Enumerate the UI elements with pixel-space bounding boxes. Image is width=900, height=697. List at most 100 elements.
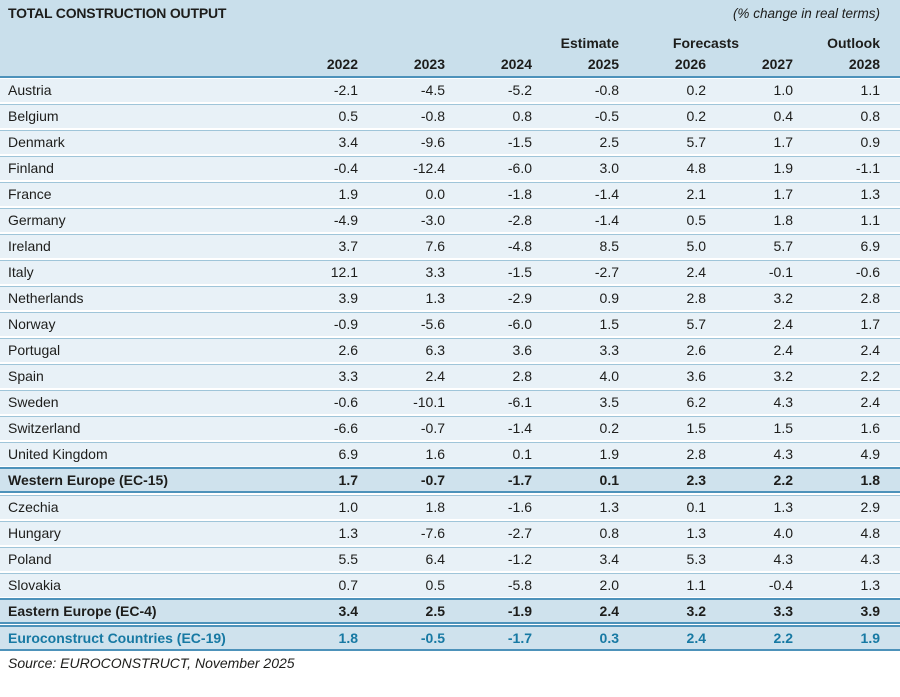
cell-value: 5.5 [338, 551, 358, 567]
cell-value: 4.8 [860, 525, 880, 541]
year-header-2022: 2022 [326, 55, 358, 72]
cell-value: 1.9 [599, 446, 619, 462]
cell-value: 1.3 [860, 186, 880, 202]
table-row: Finland -0.4 -12.4 -6.0 3.0 4.8 1.9 -1.1 [0, 156, 900, 180]
cell-value: 1.8 [425, 499, 445, 515]
table-row: Sweden -0.6 -10.1 -6.1 3.5 6.2 4.3 2.4 [0, 390, 900, 414]
cell-value: -0.5 [594, 108, 619, 124]
year-header-row: 2022 2023 2024 2025 2026 2027 2028 [8, 51, 880, 76]
cell-value: 5.7 [773, 238, 793, 254]
table-row: Spain 3.3 2.4 2.8 4.0 3.6 3.2 2.2 [0, 364, 900, 388]
cell-value: 2.2 [860, 368, 880, 384]
cell-value: 3.3 [773, 603, 793, 619]
cell-value: 1.6 [425, 446, 445, 462]
table-row: Denmark 3.4 -9.6 -1.5 2.5 5.7 1.7 0.9 [0, 130, 900, 154]
cell-value: 1.6 [860, 420, 880, 436]
cell-value: 2.5 [599, 134, 619, 150]
table-row: Western Europe (EC-15) 1.7 -0.7 -1.7 0.1… [0, 467, 900, 493]
cell-value: -1.6 [507, 499, 532, 515]
cell-value: 1.9 [338, 186, 358, 202]
cell-value: 1.7 [338, 472, 358, 488]
cell-value: 2.9 [860, 499, 880, 515]
cell-value: 2.4 [860, 342, 880, 358]
cell-value: 3.4 [599, 551, 619, 567]
table-row: Ireland 3.7 7.6 -4.8 8.5 5.0 5.7 6.9 [0, 234, 900, 258]
cell-value: 0.2 [686, 82, 706, 98]
cell-value: -0.7 [420, 420, 445, 436]
cell-value: 2.6 [338, 342, 358, 358]
cell-value: 1.7 [773, 186, 793, 202]
table-header: TOTAL CONSTRUCTION OUTPUT (% change in r… [0, 0, 900, 78]
cell-value: 2.4 [599, 603, 619, 619]
row-label: Switzerland [8, 420, 81, 436]
cell-value: 2.6 [686, 342, 706, 358]
cell-value: -2.1 [333, 82, 358, 98]
cell-value: -0.9 [333, 316, 358, 332]
cell-value: -1.5 [507, 264, 532, 280]
cell-value: -0.1 [768, 264, 793, 280]
cell-value: 3.2 [773, 368, 793, 384]
row-label: Czechia [8, 499, 59, 515]
group-header-estimate: Estimate [560, 35, 619, 51]
table-row: Euroconstruct Countries (EC-19) 1.8 -0.5… [0, 625, 900, 651]
cell-value: 3.4 [338, 603, 358, 619]
cell-value: 0.9 [860, 134, 880, 150]
table-row: Norway -0.9 -5.6 -6.0 1.5 5.7 2.4 1.7 [0, 312, 900, 336]
cell-value: 2.2 [773, 630, 793, 646]
row-label: Ireland [8, 238, 51, 254]
cell-value: 2.8 [686, 446, 706, 462]
year-header-2024: 2024 [500, 55, 532, 72]
cell-value: 5.3 [686, 551, 706, 567]
table-row: Portugal 2.6 6.3 3.6 3.3 2.6 2.4 2.4 [0, 338, 900, 362]
cell-value: -0.4 [333, 160, 358, 176]
cell-value: 1.3 [425, 290, 445, 306]
cell-value: 5.7 [686, 134, 706, 150]
cell-value: -0.8 [594, 82, 619, 98]
year-header-2028: 2028 [848, 55, 880, 72]
row-label: Hungary [8, 525, 61, 541]
cell-value: -5.6 [420, 316, 445, 332]
row-label: Spain [8, 368, 44, 384]
cell-value: -1.7 [507, 630, 532, 646]
cell-value: 2.1 [686, 186, 706, 202]
cell-value: 5.0 [686, 238, 706, 254]
cell-value: 6.4 [425, 551, 445, 567]
cell-value: -0.5 [420, 630, 445, 646]
cell-value: 3.3 [599, 342, 619, 358]
cell-value: 0.4 [773, 108, 793, 124]
cell-value: -1.4 [594, 186, 619, 202]
cell-value: 1.0 [773, 82, 793, 98]
row-label: Eastern Europe (EC-4) [8, 603, 157, 619]
cell-value: 4.3 [773, 551, 793, 567]
cell-value: -1.8 [507, 186, 532, 202]
unit-note: (% change in real terms) [732, 6, 880, 21]
cell-value: 3.6 [686, 368, 706, 384]
cell-value: 1.3 [773, 499, 793, 515]
table-row: Netherlands 3.9 1.3 -2.9 0.9 2.8 3.2 2.8 [0, 286, 900, 310]
cell-value: 0.5 [686, 212, 706, 228]
cell-value: -6.6 [333, 420, 358, 436]
cell-value: 1.5 [773, 420, 793, 436]
row-label: Slovakia [8, 577, 61, 593]
cell-value: -0.7 [420, 472, 445, 488]
cell-value: 0.8 [512, 108, 532, 124]
cell-value: 1.8 [338, 630, 358, 646]
row-label: Poland [8, 551, 52, 567]
cell-value: 0.8 [860, 108, 880, 124]
cell-value: 0.1 [599, 472, 619, 488]
cell-value: 0.5 [425, 577, 445, 593]
cell-value: 12.1 [330, 264, 358, 280]
table-row: Poland 5.5 6.4 -1.2 3.4 5.3 4.3 4.3 [0, 547, 900, 571]
cell-value: -0.6 [855, 264, 880, 280]
cell-value: 2.2 [773, 472, 793, 488]
cell-value: 2.8 [686, 290, 706, 306]
cell-value: 1.9 [773, 160, 793, 176]
table-row: Slovakia 0.7 0.5 -5.8 2.0 1.1 -0.4 1.3 [0, 573, 900, 597]
cell-value: 1.1 [860, 212, 880, 228]
cell-value: 3.3 [338, 368, 358, 384]
cell-value: 1.3 [860, 577, 880, 593]
cell-value: 3.5 [599, 394, 619, 410]
cell-value: 6.9 [860, 238, 880, 254]
cell-value: 1.0 [338, 499, 358, 515]
construction-output-table: TOTAL CONSTRUCTION OUTPUT (% change in r… [0, 0, 900, 671]
